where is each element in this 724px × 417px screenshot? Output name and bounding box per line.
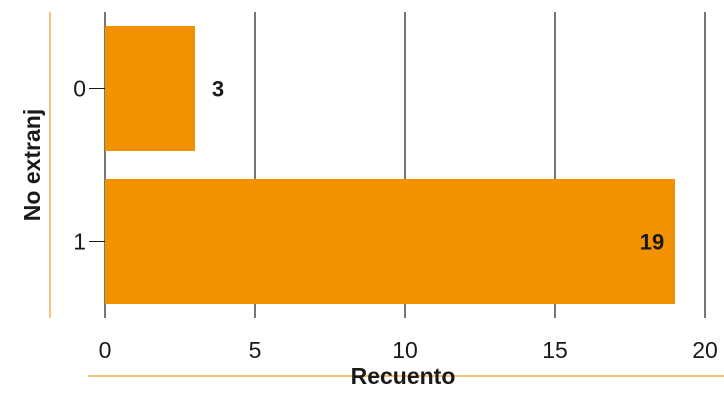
tick-marks xyxy=(89,88,105,242)
axis-accent-lines xyxy=(49,12,724,377)
x-axis-title: Recuento xyxy=(351,363,456,389)
x-tick-label: 10 xyxy=(392,337,418,363)
bar-1 xyxy=(105,179,675,304)
bar-0 xyxy=(105,26,195,151)
y-axis-title: No extranj xyxy=(19,109,45,221)
x-tick-label: 20 xyxy=(692,337,718,363)
x-tick-label: 5 xyxy=(249,337,262,363)
x-tick-label: 0 xyxy=(99,337,112,363)
labels: 0 5 10 15 20 0 3 1 19 xyxy=(73,76,718,364)
data-label: 3 xyxy=(212,77,224,102)
data-label: 19 xyxy=(640,230,664,255)
x-tick-label: 15 xyxy=(542,337,568,363)
bars xyxy=(105,26,675,304)
y-tick-label: 1 xyxy=(73,229,86,255)
y-tick-label: 0 xyxy=(73,76,86,102)
